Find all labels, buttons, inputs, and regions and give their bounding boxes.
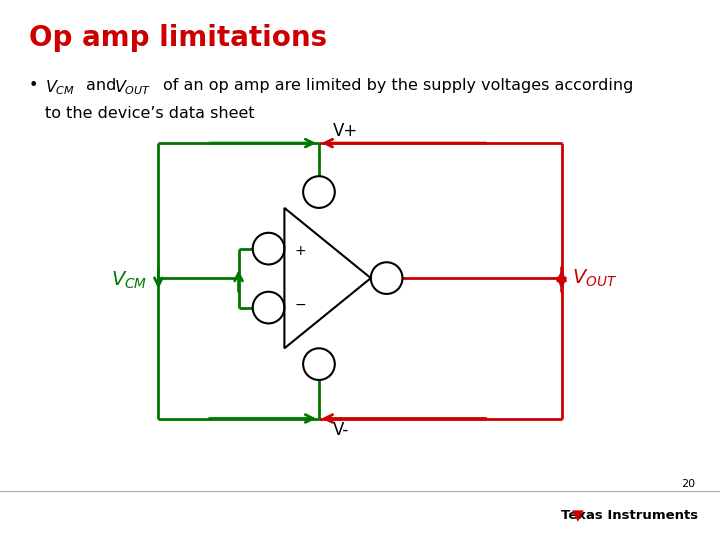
Text: and: and (86, 78, 117, 93)
Text: V+: V+ (333, 123, 359, 140)
Text: ▼: ▼ (572, 508, 584, 523)
Text: of an op amp are limited by the supply voltages according: of an op amp are limited by the supply v… (163, 78, 633, 93)
Text: $V_{CM}$: $V_{CM}$ (112, 270, 148, 292)
Text: •: • (29, 78, 38, 93)
Text: V-: V- (333, 421, 350, 439)
Text: Texas Instruments: Texas Instruments (562, 509, 698, 522)
Text: Op amp limitations: Op amp limitations (29, 24, 327, 52)
Text: $V_{OUT}$: $V_{OUT}$ (572, 267, 618, 289)
Text: +: + (294, 245, 306, 259)
Text: 20: 20 (680, 478, 695, 489)
Text: $V_{OUT}$: $V_{OUT}$ (114, 78, 151, 97)
Text: $V_{CM}$: $V_{CM}$ (45, 78, 75, 97)
Text: to the device’s data sheet: to the device’s data sheet (45, 106, 254, 122)
Text: −: − (294, 298, 306, 312)
